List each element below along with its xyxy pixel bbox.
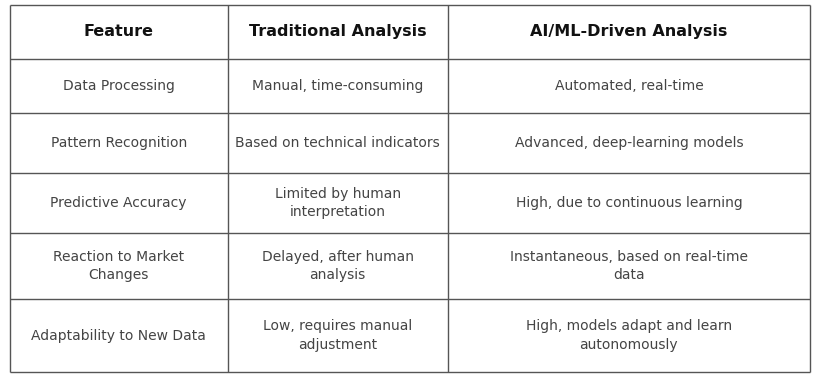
Text: Data Processing: Data Processing xyxy=(63,79,174,93)
Text: Low, requires manual
adjustment: Low, requires manual adjustment xyxy=(263,319,412,352)
Text: High, due to continuous learning: High, due to continuous learning xyxy=(515,196,741,210)
Text: AI/ML-Driven Analysis: AI/ML-Driven Analysis xyxy=(530,24,726,39)
Text: Reaction to Market
Changes: Reaction to Market Changes xyxy=(53,250,184,282)
Text: Traditional Analysis: Traditional Analysis xyxy=(248,24,426,39)
Text: Predictive Accuracy: Predictive Accuracy xyxy=(51,196,187,210)
Text: Pattern Recognition: Pattern Recognition xyxy=(51,136,187,150)
Text: Advanced, deep-learning models: Advanced, deep-learning models xyxy=(514,136,742,150)
Text: Instantaneous, based on real-time
data: Instantaneous, based on real-time data xyxy=(509,250,747,282)
Text: Limited by human
interpretation: Limited by human interpretation xyxy=(274,187,400,219)
Text: Adaptability to New Data: Adaptability to New Data xyxy=(31,329,206,343)
Text: Feature: Feature xyxy=(84,24,153,39)
Text: Based on technical indicators: Based on technical indicators xyxy=(235,136,440,150)
Text: Manual, time-consuming: Manual, time-consuming xyxy=(251,79,423,93)
Text: Automated, real-time: Automated, real-time xyxy=(554,79,703,93)
Text: Delayed, after human
analysis: Delayed, after human analysis xyxy=(261,250,413,282)
Text: High, models adapt and learn
autonomously: High, models adapt and learn autonomousl… xyxy=(525,319,731,352)
